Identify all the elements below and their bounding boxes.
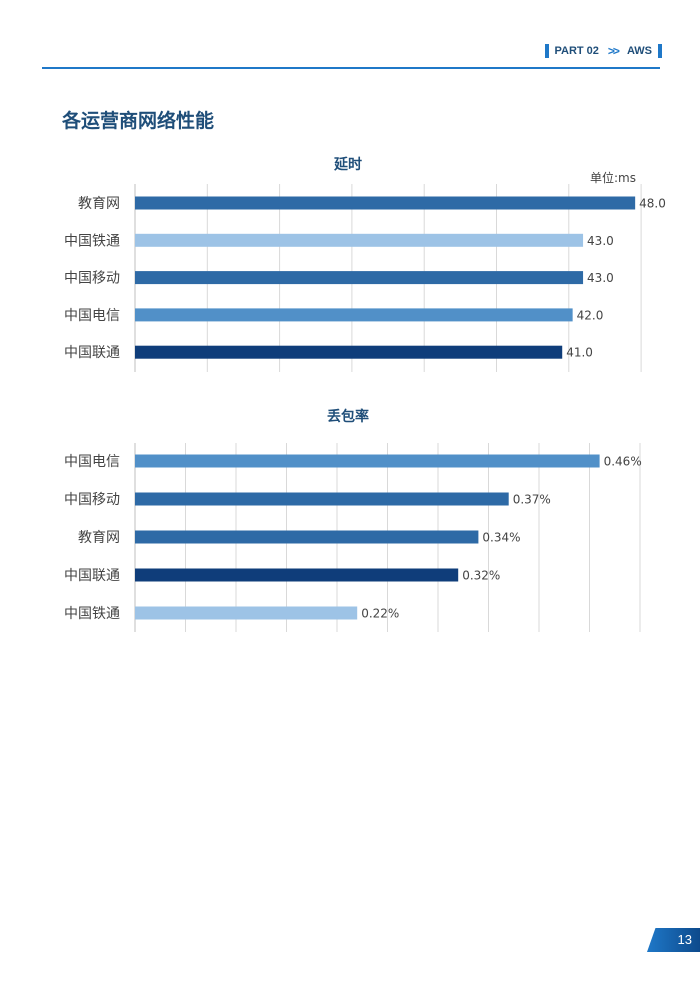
category-label: 中国联通: [64, 345, 120, 361]
bar: [135, 492, 509, 506]
double-chevron-icon: >>: [607, 44, 620, 58]
bar: [135, 308, 573, 322]
header-left-marker: [544, 44, 549, 58]
category-label: 中国移动: [64, 492, 120, 508]
page-number: 13: [647, 928, 700, 952]
unit-label: 单位:ms: [590, 170, 636, 185]
category-label: 中国电信: [64, 308, 120, 324]
bar: [135, 345, 563, 359]
bar: [135, 530, 479, 544]
bar: [135, 233, 584, 247]
data-label: 43.0: [587, 234, 614, 248]
page-title: 各运营商网络性能: [62, 110, 215, 132]
category-label: 教育网: [78, 196, 120, 212]
data-label: 41.0: [566, 346, 593, 360]
data-label: 42.0: [577, 308, 604, 322]
header-right-marker: [658, 44, 662, 58]
bar: [135, 454, 600, 468]
category-label: 中国移动: [64, 271, 120, 287]
data-label: 0.34%: [482, 531, 520, 545]
header-section: AWS: [626, 45, 652, 57]
data-label: 0.37%: [513, 493, 551, 507]
chart-title: 延时: [333, 156, 362, 173]
data-label: 48.0: [639, 197, 666, 211]
category-label: 教育网: [78, 530, 120, 546]
page-header: PART 02 >> AWS: [544, 44, 662, 58]
data-label: 0.32%: [462, 569, 500, 583]
data-label: 43.0: [587, 271, 614, 285]
category-label: 中国联通: [64, 568, 120, 584]
header-part: PART 02: [554, 45, 599, 57]
bar: [135, 271, 584, 285]
category-label: 中国铁通: [64, 233, 120, 249]
chart-title: 丢包率: [327, 408, 369, 425]
category-label: 中国铁通: [64, 606, 120, 622]
data-label: 0.22%: [361, 607, 399, 621]
bar: [135, 196, 636, 210]
bar: [135, 568, 459, 582]
data-label: 0.46%: [604, 455, 642, 469]
category-label: 中国电信: [64, 454, 120, 470]
header-rule: [42, 67, 660, 69]
bar: [135, 606, 358, 620]
